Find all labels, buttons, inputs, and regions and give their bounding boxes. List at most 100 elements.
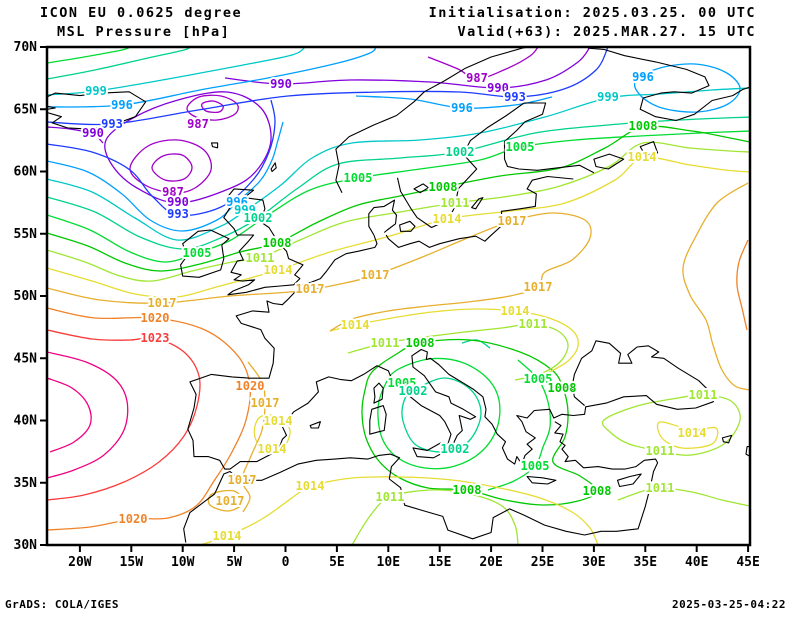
isobar-label-999: 999 — [234, 203, 256, 217]
isobar-1029 — [48, 377, 92, 453]
isobar-label-1011: 1011 — [371, 336, 400, 350]
isobar-label-1008: 1008 — [429, 180, 458, 194]
isobar-label-1011: 1011 — [519, 317, 548, 331]
isobar-987 — [201, 100, 224, 114]
isobar-label-1014: 1014 — [264, 414, 293, 428]
isobar-987 — [186, 94, 239, 121]
isobar-label-1008: 1008 — [548, 381, 577, 395]
axes: 20W 15W 10W 5W 0 5E 10E 15E 20E 25E 30E 35E 40E 45E 70… — [14, 40, 760, 570]
isobar-1017 — [48, 212, 592, 332]
isobar-label-1005: 1005 — [506, 140, 535, 154]
map-frame — [45, 45, 752, 547]
isobar-993 — [48, 48, 609, 126]
coastline-sardinia — [369, 405, 387, 435]
isobar-label-1011: 1011 — [646, 444, 675, 458]
isobar-label-1005: 1005 — [344, 171, 373, 185]
isobar-1011 — [617, 487, 749, 507]
isobar-label-1014: 1014 — [296, 479, 325, 493]
isobar-label-1017: 1017 — [228, 473, 257, 487]
coastline-iceland — [48, 91, 147, 130]
isobar-987 — [151, 153, 193, 182]
lon-tick-label: 0 — [282, 555, 290, 570]
isobar-label-1020: 1020 — [119, 512, 148, 526]
isobar-1002 — [48, 48, 191, 80]
isobar-label-1017: 1017 — [361, 268, 390, 282]
isobar-label-1011: 1011 — [689, 388, 718, 402]
coastline-mallorca — [309, 421, 321, 429]
isobar-label-1020: 1020 — [236, 379, 265, 393]
isobar-label-1002: 1002 — [399, 384, 428, 398]
lon-tick-label: 10E — [377, 555, 400, 570]
isobar-label-1005: 1005 — [183, 246, 212, 260]
isobar-contours-layer — [48, 48, 749, 544]
isobar-label-1014: 1014 — [501, 304, 530, 318]
isobar-label-993: 993 — [504, 90, 526, 104]
isobar-label-987: 987 — [187, 117, 209, 131]
model-title: ICON EU 0.0625 degree — [40, 5, 243, 21]
isobar-1005 — [377, 357, 501, 470]
isobar-label-1014: 1014 — [213, 529, 242, 543]
isobar-1002 — [401, 377, 482, 453]
isobar-993 — [48, 99, 276, 217]
isobar-label-1011: 1011 — [376, 490, 405, 504]
isobar-label-993: 993 — [101, 117, 123, 131]
isobar-1014 — [329, 308, 579, 374]
isobar-1020 — [48, 307, 251, 531]
lat-tick-label: 30N — [14, 538, 38, 553]
lat-tick-label: 70N — [14, 40, 38, 55]
isobar-1005 — [487, 359, 551, 491]
isobar-996 — [48, 121, 284, 232]
isobar-label-996: 996 — [451, 101, 473, 115]
lon-tick-label: 25E — [531, 555, 554, 570]
isobar-999 — [48, 48, 305, 96]
isobar-label-987: 987 — [466, 71, 488, 85]
isobar-label-1011: 1011 — [646, 481, 675, 495]
isobar-1017 — [682, 182, 749, 391]
coastline-zealand — [399, 220, 416, 232]
isobar-1011 — [48, 141, 749, 282]
isobar-label-990: 990 — [487, 81, 509, 95]
isobar-990 — [104, 91, 272, 204]
lon-tick-label: 45E — [736, 555, 759, 570]
isobar-label-1017: 1017 — [251, 396, 280, 410]
lat-tick-label: 45N — [14, 351, 38, 366]
isobar-label-1017: 1017 — [296, 282, 325, 296]
isobar-label-996: 996 — [632, 70, 654, 84]
lat-tick-label: 40N — [14, 414, 38, 429]
isobar-label-996: 996 — [226, 195, 248, 209]
isobar-1017 — [241, 361, 266, 513]
lon-tick-label: 5E — [329, 555, 345, 570]
isobar-label-990: 990 — [82, 126, 104, 140]
isobar-label-990: 990 — [270, 77, 292, 91]
variable-title: MSL Pressure [hPa] — [57, 24, 231, 40]
isobar-1014 — [48, 156, 749, 299]
isobar-label-1017: 1017 — [216, 494, 245, 508]
lat-tick-label: 55N — [14, 227, 38, 242]
isobar-label-1005: 1005 — [388, 376, 417, 390]
lon-tick-label: 5W — [226, 555, 242, 570]
coastline-corsica — [373, 382, 384, 404]
isobar-1011 — [601, 394, 741, 456]
isobar-label-996: 996 — [111, 98, 133, 112]
coastline-sicily — [412, 442, 444, 459]
coastline-black-sea-north — [571, 340, 716, 407]
coastline-scandinavia-kola-whitesea — [335, 48, 749, 193]
isobar-996 — [48, 48, 377, 108]
isobar-1002 — [461, 339, 491, 349]
isobar-label-1017: 1017 — [148, 296, 177, 310]
coastline-cyprus — [616, 473, 642, 488]
isobar-1023 — [48, 329, 201, 501]
coastline-gotland — [471, 197, 484, 210]
initialisation-time: Initialisation: 2025.03.25. 00 UTC — [428, 5, 756, 21]
isobar-label-1011: 1011 — [246, 251, 275, 265]
coastline-denmark — [368, 199, 398, 236]
lon-tick-label: 15W — [120, 555, 144, 570]
isobar-1014 — [201, 476, 599, 544]
isobar-label-1017: 1017 — [524, 280, 553, 294]
isobar-labels-layer: 9999969939909879909879909939969991002100… — [80, 68, 719, 545]
isobar-1020 — [736, 239, 749, 331]
lat-tick-label: 35N — [14, 476, 38, 491]
coastline-turkey-levant-africa — [183, 421, 659, 543]
lon-tick-label: 35E — [634, 555, 657, 570]
